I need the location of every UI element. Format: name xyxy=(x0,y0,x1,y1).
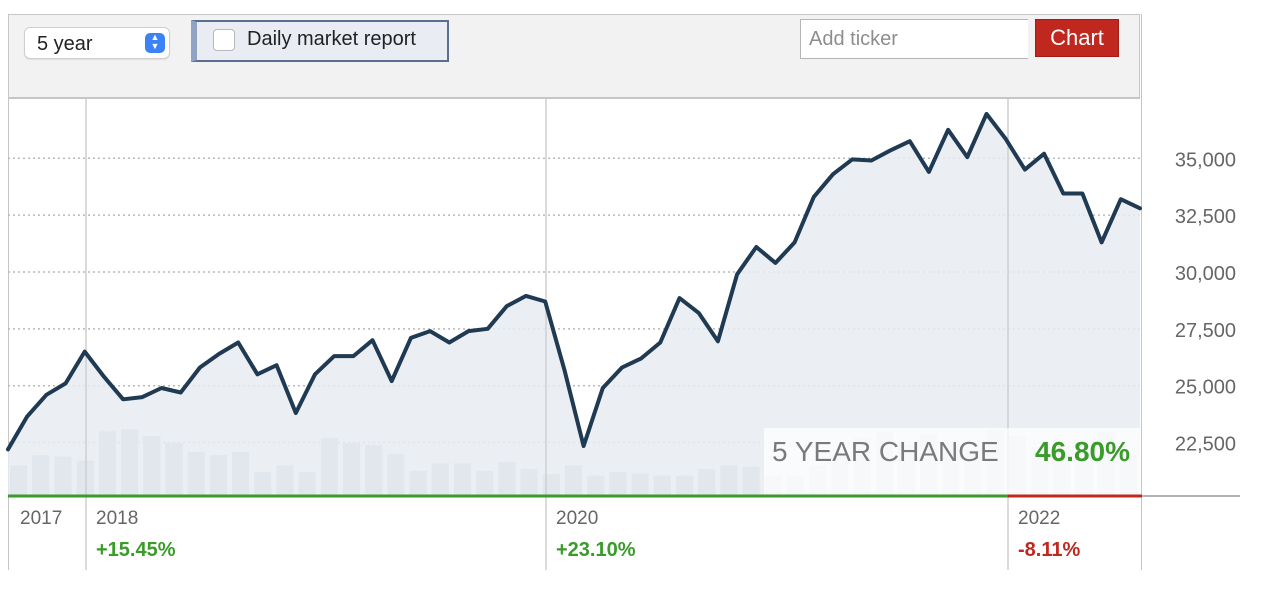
price-area xyxy=(8,113,1140,497)
x-axis-labels: 2017 2018 2020 2022 +15.45% +23.10% -8.11% xyxy=(20,508,1080,561)
y-tick-label: 27,500 xyxy=(1175,320,1236,342)
x-tick-label: 2020 xyxy=(556,508,598,529)
daily-report-toggle[interactable]: Daily market report xyxy=(191,20,449,62)
range-select[interactable]: 5 year ▲ ▼ xyxy=(24,27,170,59)
y-tick-label: 22,500 xyxy=(1175,434,1236,456)
y-axis-labels: 35,000 32,500 30,000 27,500 25,000 22,500 xyxy=(1175,149,1236,455)
range-select-value: 5 year xyxy=(37,33,93,55)
chart-frame xyxy=(8,14,1142,570)
y-tick-label: 32,500 xyxy=(1175,206,1236,228)
x-tick-label: 2022 xyxy=(1018,508,1060,529)
badge-label: 5 YEAR CHANGE xyxy=(772,436,999,467)
daily-report-label: Daily market report xyxy=(247,28,416,50)
daily-report-checkbox[interactable] xyxy=(213,29,235,51)
y-tick-label: 25,000 xyxy=(1175,377,1236,399)
five-year-change-badge: 5 YEAR CHANGE 46.80% xyxy=(764,428,1140,496)
chevron-up-down-icon: ▲ ▼ xyxy=(145,33,165,53)
year-change-label: +15.45% xyxy=(96,539,176,561)
x-tick-label: 2018 xyxy=(96,508,138,529)
badge-background xyxy=(764,428,1140,496)
badge-value: 46.80% xyxy=(1035,436,1130,467)
add-ticker-input[interactable] xyxy=(800,19,1028,59)
y-tick-label: 35,000 xyxy=(1175,149,1236,171)
price-line xyxy=(6,111,1142,452)
chart-button[interactable]: Chart xyxy=(1035,19,1119,57)
y-tick-label: 30,000 xyxy=(1175,263,1236,285)
year-change-label: +23.10% xyxy=(556,539,636,561)
x-tick-label: 2017 xyxy=(20,508,62,529)
year-change-label: -8.11% xyxy=(1018,539,1080,561)
